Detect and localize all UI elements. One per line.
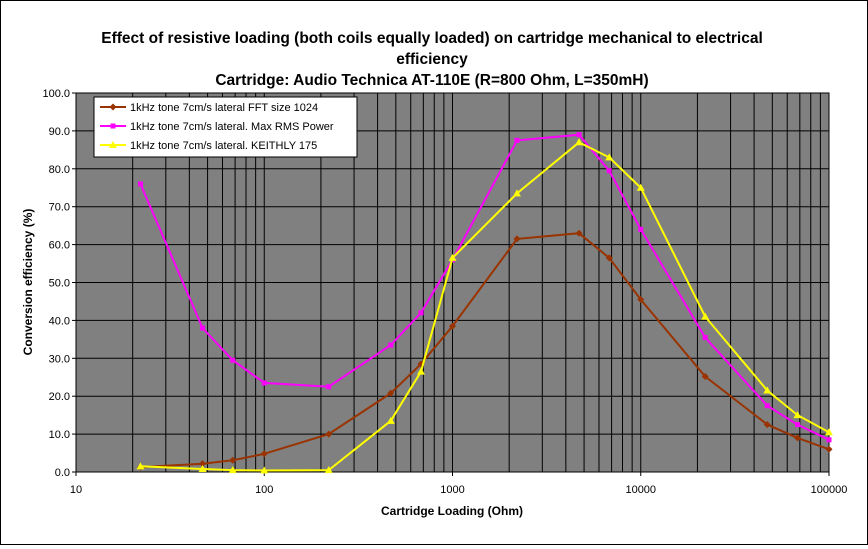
y-tick-label: 10.0 bbox=[49, 429, 70, 441]
legend-box bbox=[93, 96, 358, 158]
series-3-point bbox=[136, 462, 145, 470]
x-tick-label: 10 bbox=[70, 484, 82, 496]
series-1-point bbox=[825, 445, 833, 453]
series-2-point bbox=[576, 132, 582, 138]
legend-swatch-marker bbox=[110, 123, 116, 129]
chart-title-line-1: Effect of resistive loading (both coils … bbox=[101, 30, 763, 47]
y-tick-label: 90.0 bbox=[49, 126, 70, 138]
series-2-point bbox=[326, 384, 332, 390]
series-2-line bbox=[139, 133, 830, 441]
series-2-point bbox=[794, 422, 800, 428]
series-1-point bbox=[449, 322, 456, 330]
series-3-point bbox=[605, 153, 614, 161]
x-tick-label: 100000 bbox=[811, 484, 848, 496]
series-2-point bbox=[764, 403, 770, 409]
y-tick-label: 80.0 bbox=[49, 164, 70, 176]
series-1-line bbox=[140, 232, 830, 469]
series-2-point bbox=[137, 181, 143, 187]
series-1-point bbox=[199, 460, 207, 468]
series-2-point bbox=[826, 437, 832, 443]
series-3 bbox=[136, 138, 833, 474]
y-tick-label: 70.0 bbox=[49, 202, 70, 214]
x-tick-label: 10000 bbox=[625, 484, 656, 496]
chart-title-line-3: Cartridge: Audio Technica AT-110E (R=800… bbox=[215, 72, 648, 89]
legend-label: 1kHz tone 7cm/s lateral. Max RMS Power bbox=[130, 121, 334, 133]
legend-label: 1kHz tone 7cm/s lateral. KEITHLY 175 bbox=[130, 140, 317, 152]
series-1-point bbox=[637, 296, 645, 304]
series-3-point bbox=[636, 183, 645, 191]
series-3-point bbox=[198, 464, 207, 472]
axes: 0.0 10.0 20.0 30.0 40.0 50.0 60.0 70.0 80.0 90.0 1… bbox=[42, 88, 847, 496]
series-1-point bbox=[260, 450, 268, 458]
series-2-point bbox=[606, 168, 612, 174]
series-3-point bbox=[416, 367, 425, 375]
series-3-point bbox=[228, 466, 237, 474]
legend-item-2: 1kHz tone 7cm/s lateral. Max RMS Power bbox=[100, 121, 334, 133]
legend-label: 1kHz tone 7cm/s lateral FFT size 1024 bbox=[130, 102, 318, 114]
series-3-point bbox=[324, 466, 333, 474]
legend: 1kHz tone 7cm/s lateral FFT size 1024 1kH… bbox=[93, 96, 358, 158]
y-tick-label: 30.0 bbox=[49, 353, 70, 365]
series-2 bbox=[137, 132, 832, 443]
legend-item-3: 1kHz tone 7cm/s lateral. KEITHLY 175 bbox=[100, 140, 317, 152]
series-3-point bbox=[793, 411, 802, 419]
series-1-point bbox=[701, 372, 709, 380]
series-1-point bbox=[793, 434, 801, 442]
x-tick-label: 1000 bbox=[440, 484, 464, 496]
series-3-point bbox=[512, 189, 521, 197]
series-1 bbox=[136, 229, 833, 471]
y-tick-label: 40.0 bbox=[49, 315, 70, 327]
series-2-point bbox=[638, 226, 644, 232]
series-2-point bbox=[200, 325, 206, 331]
series-2-point bbox=[261, 380, 267, 386]
legend-swatch-marker bbox=[109, 141, 117, 148]
y-tick-label: 50.0 bbox=[49, 278, 70, 290]
series-1-point bbox=[229, 456, 237, 464]
series-3-point bbox=[701, 312, 710, 320]
series-3-line bbox=[140, 141, 830, 472]
series-1-point bbox=[325, 430, 333, 438]
chart-title-line-2: efficiency bbox=[396, 51, 468, 68]
series-2-point bbox=[230, 357, 236, 363]
series-1-point bbox=[387, 389, 395, 397]
series-3-point bbox=[763, 386, 772, 394]
x-axis-label: Cartridge Loading (Ohm) bbox=[381, 504, 523, 518]
series-1-point bbox=[575, 229, 583, 237]
series-layer bbox=[136, 132, 833, 474]
series-2-point bbox=[388, 342, 394, 348]
x-tick-label: 100 bbox=[255, 484, 273, 496]
y-tick-label: 0.0 bbox=[55, 467, 70, 479]
series-3-point bbox=[260, 466, 269, 474]
series-3-point bbox=[448, 253, 457, 261]
series-2-point bbox=[418, 310, 424, 316]
legend-item-1: 1kHz tone 7cm/s lateral FFT size 1024 bbox=[100, 102, 318, 114]
y-axis-label: Conversion efficiency (%) bbox=[21, 209, 35, 356]
series-2-point bbox=[514, 137, 520, 143]
y-tick-label: 60.0 bbox=[49, 240, 70, 252]
series-3-point bbox=[575, 138, 584, 146]
y-tick-label: 20.0 bbox=[49, 391, 70, 403]
legend-swatch-marker bbox=[109, 103, 117, 111]
series-3-point bbox=[386, 416, 395, 424]
y-tick-label: 100.0 bbox=[42, 88, 70, 100]
series-2-point bbox=[702, 334, 708, 340]
series-1-point bbox=[513, 235, 521, 243]
series-3-point bbox=[825, 428, 833, 436]
series-1-point bbox=[763, 421, 771, 429]
